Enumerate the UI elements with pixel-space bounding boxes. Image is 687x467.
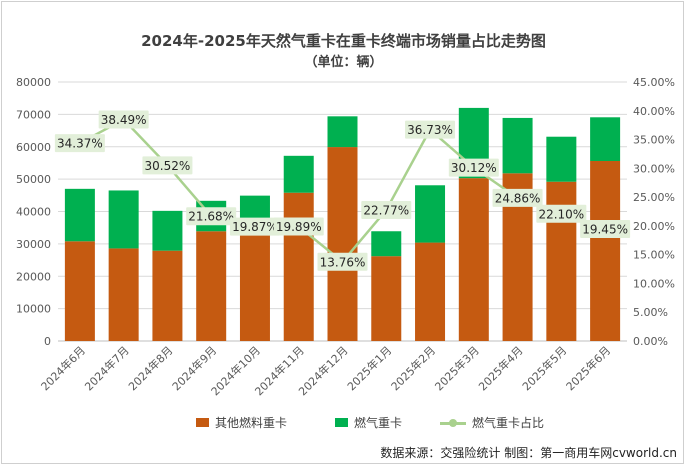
bar-gas (152, 210, 183, 251)
data-label: 19.89% (276, 220, 322, 234)
bar-gas (546, 136, 577, 182)
bar-other-fuel (283, 192, 314, 341)
x-tick-label: 2025年2月 (388, 343, 438, 393)
x-tick-label: 2024年7月 (82, 343, 132, 393)
bar-gas (327, 116, 358, 148)
data-label: 22.77% (363, 203, 409, 217)
x-tick-label: 2025年3月 (432, 343, 482, 393)
x-tick-label: 2025年5月 (519, 343, 569, 393)
x-tick-label: 2025年4月 (475, 343, 525, 393)
y-right-tick-label: 30.00% (633, 162, 675, 175)
data-label-box (405, 120, 456, 139)
x-tick-label: 2025年6月 (563, 343, 613, 393)
y-right-tick-label: 15.00% (633, 249, 675, 262)
data-label-box (448, 158, 499, 177)
bar-other-fuel (108, 248, 139, 341)
data-label-box (536, 204, 587, 223)
y-left-tick-label: 70000 (16, 108, 51, 121)
chart-title: 2024年-2025年天然气重卡在重卡终端市场销量占比走势图 (141, 32, 546, 50)
data-label-box (54, 134, 105, 153)
data-label: 36.73% (407, 123, 453, 137)
y-right-tick-label: 45.00% (633, 76, 675, 89)
bar-other-fuel (239, 224, 270, 341)
data-label: 30.12% (451, 161, 497, 175)
legend-item-other-fuel: 其他燃料重卡 (196, 414, 287, 431)
y-right-tick-label: 0.00% (633, 335, 668, 348)
y-right-tick-label: 20.00% (633, 220, 675, 233)
bar-gas (64, 188, 95, 242)
y-left-tick-label: 0 (44, 335, 51, 348)
bar-other-fuel (327, 147, 358, 341)
data-label-box (186, 207, 237, 226)
data-label: 24.86% (495, 191, 541, 205)
data-label: 21.68% (188, 210, 234, 224)
bar-other-fuel (371, 256, 402, 341)
legend: 其他燃料重卡 燃气重卡 燃气重卡占比 (0, 414, 687, 434)
y-left-tick-label: 60000 (16, 141, 51, 154)
y-right-tick-label: 25.00% (633, 191, 675, 204)
data-label: 19.87% (232, 220, 278, 234)
legend-marker-gas-share (440, 418, 466, 428)
data-label: 22.10% (538, 207, 584, 221)
y-right-tick-label: 40.00% (633, 105, 675, 118)
x-tick-label: 2024年6月 (38, 343, 88, 393)
data-label-box (273, 217, 324, 236)
bar-gas (108, 190, 139, 249)
y-right-tick-label: 10.00% (633, 277, 675, 290)
data-label: 13.76% (320, 255, 366, 269)
bar-other-fuel (64, 241, 95, 341)
y-right-tick-label: 5.00% (633, 306, 668, 319)
bar-gas (502, 117, 533, 174)
data-label-box (361, 200, 412, 219)
data-label-box (229, 217, 280, 236)
y-left-tick-label: 10000 (16, 303, 51, 316)
y-left-tick-label: 20000 (16, 270, 51, 283)
data-label-box (98, 110, 149, 129)
y-left-tick-label: 50000 (16, 173, 51, 186)
legend-label-gas: 燃气重卡 (354, 416, 403, 430)
bar-gas (415, 185, 446, 243)
bar-other-fuel (152, 250, 183, 341)
source-note: 数据来源：交强险统计 制图：第一商用车网cvworld.cn (380, 446, 677, 460)
y-left-tick-label: 80000 (16, 76, 51, 89)
x-tick-label: 2024年8月 (125, 343, 175, 393)
bar-other-fuel (458, 178, 489, 341)
legend-label-other-fuel: 其他燃料重卡 (215, 416, 288, 430)
bar-other-fuel (196, 231, 227, 341)
data-label: 19.45% (582, 223, 628, 237)
legend-item-gas-share: 燃气重卡占比 (440, 414, 544, 431)
data-label: 34.37% (57, 137, 103, 151)
legend-swatch-other-fuel (196, 418, 209, 427)
chart-subtitle: （单位：辆） (304, 55, 383, 70)
data-label-box (580, 220, 631, 239)
bar-gas (590, 117, 621, 161)
bar-other-fuel (590, 160, 621, 341)
data-label-box (142, 156, 193, 175)
y-left-tick-label: 40000 (16, 206, 51, 219)
data-label-box (317, 252, 368, 271)
data-label: 30.52% (145, 159, 191, 173)
y-left-tick-label: 30000 (16, 238, 51, 251)
bar-gas (371, 231, 402, 257)
bar-gas (283, 155, 314, 193)
bar-other-fuel (415, 242, 446, 341)
legend-label-gas-share: 燃气重卡占比 (472, 416, 545, 430)
legend-item-gas: 燃气重卡 (335, 414, 402, 431)
data-label: 38.49% (101, 113, 147, 127)
y-right-tick-label: 35.00% (633, 134, 675, 147)
data-label-box (492, 188, 543, 207)
legend-swatch-gas (335, 418, 348, 427)
x-tick-label: 2025年1月 (344, 343, 394, 393)
